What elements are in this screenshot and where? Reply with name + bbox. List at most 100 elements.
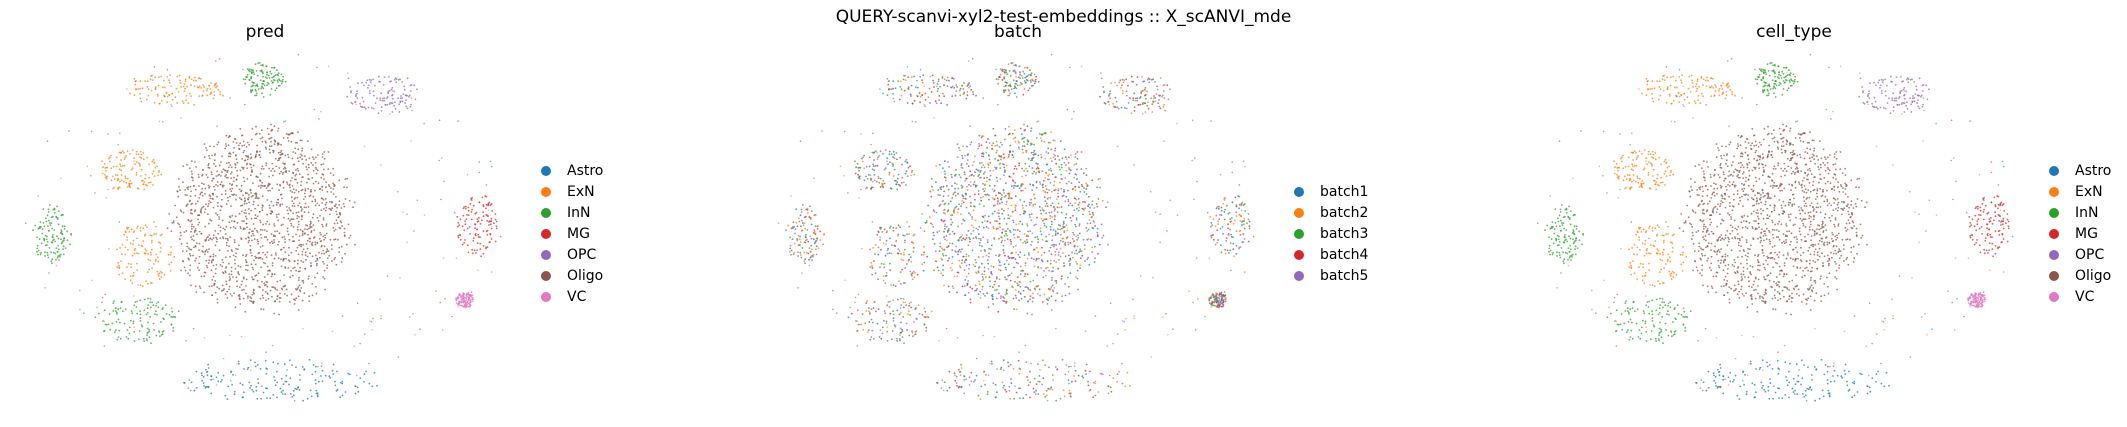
cell-point [198,185,200,187]
cell-point [1238,247,1240,250]
cell-point [467,251,470,254]
cell-point [1061,157,1064,160]
cell-point [1007,263,1010,266]
cell-point [323,157,326,160]
cell-point [909,270,912,273]
cell-point [978,176,981,179]
legend-label: VC [567,288,587,305]
cell-point [180,86,183,88]
cell-point [190,95,193,98]
cell-point [304,228,306,231]
cell-point [256,151,258,154]
cell-point [463,229,466,232]
cell-point [188,258,191,261]
cell-point [899,184,901,187]
cell-point [247,198,249,200]
cell-point [309,225,311,228]
cell-point [274,230,276,233]
cell-point [1000,155,1002,157]
cell-point [198,255,201,258]
cell-point [1035,246,1038,249]
cell-point [51,262,53,265]
cell-point [1091,179,1094,182]
cell-point [958,203,960,206]
cell-point [227,136,230,139]
cell-point [1162,90,1165,92]
cell-point [1019,220,1022,223]
cell-point [1019,127,1022,130]
cell-point [123,151,125,154]
cell-point [1248,227,1251,230]
cell-point [1085,182,1087,185]
cell-point [316,169,319,172]
cell-point [1005,268,1008,271]
cell-point [51,215,54,218]
cell-point [870,261,873,264]
cell-point [952,193,955,196]
cell-point [150,89,153,92]
cell-point [45,238,48,241]
cell-point [352,206,354,209]
cell-point [1006,234,1008,237]
cell-point [120,260,122,262]
cell-point [1220,209,1223,212]
cell-point [330,209,332,212]
cell-point [973,380,975,383]
cell-point [945,184,948,187]
cell-point [323,245,326,248]
cell-point [334,205,337,208]
cell-point [227,155,230,158]
cell-point [465,218,468,221]
cell-point [139,165,141,167]
cell-point [1231,217,1233,219]
cell-point [383,97,386,100]
cell-point [261,280,263,283]
cell-point [962,255,965,258]
cell-point [1110,390,1113,393]
cell-point [1228,211,1231,214]
cell-point [1036,163,1039,166]
cell-point [1033,258,1035,261]
cell-point [951,269,953,272]
cell-point [869,266,872,268]
cell-point [248,194,250,196]
cell-point [985,151,988,154]
cell-point [298,216,300,218]
cell-point [322,276,324,278]
cell-point [46,140,49,142]
cell-point [902,259,905,262]
cell-point [1004,276,1006,278]
cell-point [1225,298,1227,301]
cell-point [1015,251,1017,254]
cell-point [302,248,305,251]
cell-point [1028,204,1031,206]
cell-point [1063,188,1065,191]
cell-point [280,224,283,227]
cell-point [297,160,300,163]
cell-point [253,238,256,241]
cell-point [302,327,304,330]
cell-point [140,168,143,171]
cell-point [489,233,492,236]
cell-point [1107,243,1109,246]
cell-point [1134,99,1137,102]
cell-point [863,179,866,182]
cell-point [903,248,906,251]
cell-point [999,368,1002,371]
cell-point [218,249,221,252]
cell-point [250,138,253,141]
cell-point [56,235,58,238]
cell-point [160,334,163,336]
cell-point [994,166,996,169]
cell-point [149,78,152,81]
cell-point [232,151,235,154]
cell-point [854,160,856,163]
cell-point [985,226,988,228]
cell-point [467,214,470,217]
cell-point [254,365,257,368]
cell-point [250,192,253,194]
cell-point [984,295,986,297]
cell-point [895,240,898,242]
cell-point [210,82,212,84]
cell-point [970,185,972,187]
